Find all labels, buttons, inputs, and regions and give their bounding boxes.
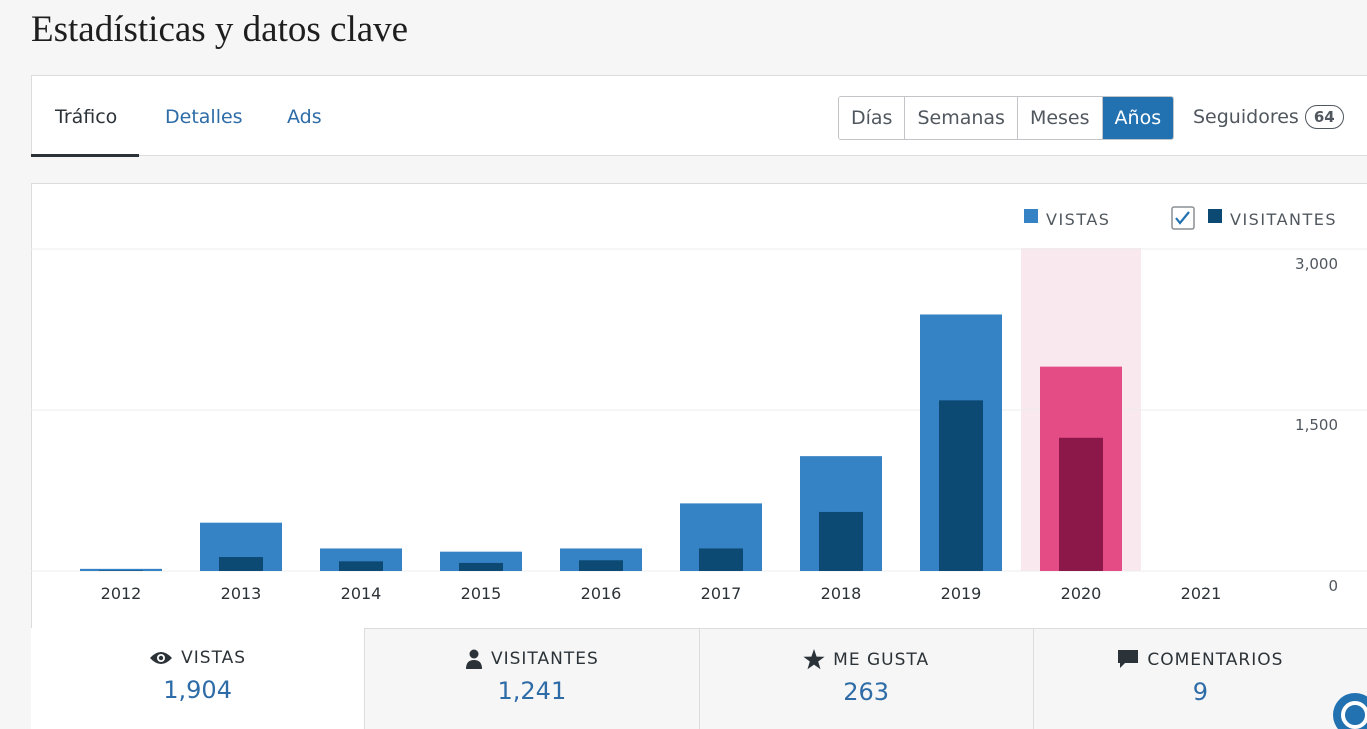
page-title: Estadísticas y datos clave [31,9,409,50]
eye-icon [150,652,173,664]
bar [219,557,263,571]
y-tick-label: 0 [1328,577,1338,595]
stat-label: ME GUSTA [833,649,930,670]
x-tick-label: 2019 [941,584,982,603]
period-button[interactable]: Semanas [905,97,1018,139]
followers-label: Seguidores [1193,106,1299,128]
x-tick-label: 2015 [461,584,502,603]
legend-swatch [1208,209,1222,223]
tab[interactable]: Ads [287,106,322,128]
tab[interactable]: Tráfico [55,106,118,128]
legend-label: VISTAS [1046,210,1110,229]
stat-tab[interactable]: VISITANTES 1,241 [364,628,699,729]
chart: 0 1,500 3,000 2012 2013 2014 2015 2016 2017 2018 2… [31,206,1367,603]
bar [1059,437,1103,571]
stat-label: COMENTARIOS [1147,649,1284,670]
stat-value: 1,904 [163,676,232,704]
bar [819,511,863,571]
x-tick-label: 2020 [1061,584,1102,603]
x-tick-label: 2017 [701,584,742,603]
bar [579,560,623,571]
person-icon [465,649,482,669]
followers-count: 64 [1304,105,1344,129]
stat-label: VISITANTES [490,649,599,669]
x-tick-label: 2016 [581,584,622,603]
tab-underline [31,154,139,157]
comment-icon [1118,650,1139,668]
period-button[interactable]: Días [839,97,906,139]
stat-value: 1,241 [497,677,567,705]
stat-value: 9 [1192,678,1209,706]
bar [939,400,983,571]
help-button[interactable] [1331,690,1367,729]
x-tick-label: 2012 [101,584,142,603]
plot: 0 1,500 3,000 2012 2013 2014 2015 2016 2017 2018 2… [31,206,1367,603]
stat-tab[interactable]: ME GUSTA 263 [698,628,1033,729]
legend-label: VISITANTES [1230,210,1337,229]
x-tick-label: 2021 [1181,584,1222,603]
bar [459,562,503,571]
y-tick-label: 3,000 [1295,255,1338,273]
tab[interactable]: Detalles [165,106,243,128]
y-tick-label: 1,500 [1295,416,1338,434]
x-tick-label: 2018 [821,584,862,603]
bar [339,561,383,571]
period-button[interactable]: Meses [1017,97,1103,139]
bar [99,570,143,571]
bar [80,568,162,571]
period-button[interactable]: Años [1102,97,1174,139]
stat-tab[interactable]: COMENTARIOS 9 [1032,628,1367,729]
stat-label: VISTAS [181,648,247,668]
stats-row: VISTAS 1,904 VISITANTES 1,241 ME GUSTA 2… [31,628,1367,729]
followers[interactable]: Seguidores 64 [1193,105,1344,129]
legend-swatch [1024,209,1038,223]
period-selector: Días Semanas Meses Años [838,96,1175,140]
stat-tab[interactable]: VISTAS 1,904 [31,628,365,729]
x-tick-label: 2013 [221,584,262,603]
checkmark [1175,211,1190,225]
bar [699,548,743,571]
x-tick-label: 2014 [341,584,382,603]
star-icon [803,649,825,670]
stat-value: 263 [843,678,890,706]
